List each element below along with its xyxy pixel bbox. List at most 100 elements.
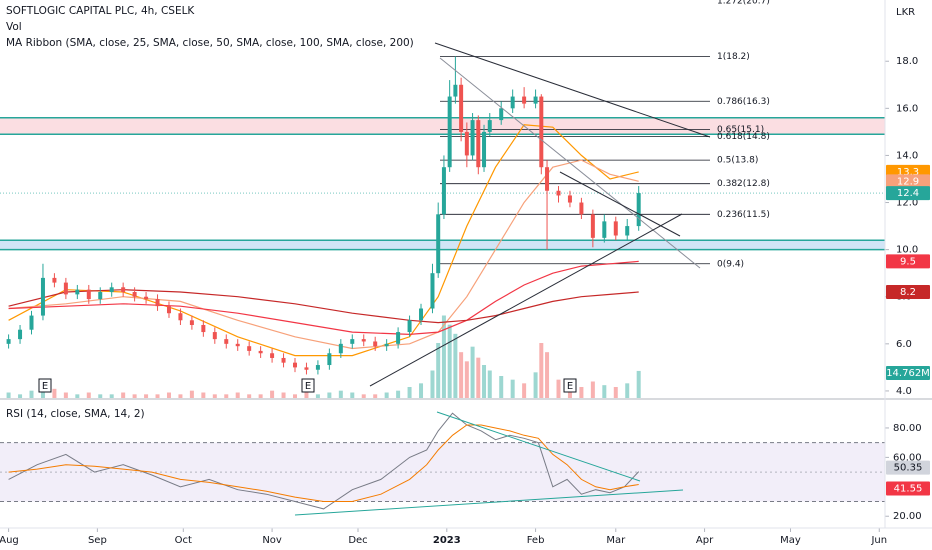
candle-body <box>499 108 504 121</box>
candle-body <box>98 292 103 300</box>
volume-bar <box>459 352 464 398</box>
candle-body <box>40 277 45 316</box>
volume-bar <box>132 394 137 398</box>
candle-body <box>29 315 34 330</box>
candle-body <box>270 353 275 358</box>
candle-body <box>373 341 378 347</box>
volume-bar <box>407 387 412 398</box>
x-tick-label: Nov <box>262 535 282 546</box>
earnings-marker[interactable] <box>38 378 52 393</box>
price-tag-label: 13.3 <box>897 167 919 178</box>
volume-bar <box>201 392 206 398</box>
volume-bar <box>212 394 217 398</box>
volume-bar <box>6 392 11 398</box>
candle-body <box>436 214 441 274</box>
candle-body <box>155 299 160 307</box>
earnings-marker[interactable] <box>301 378 315 393</box>
candle-body <box>447 96 452 168</box>
fib-label: 0.618(14.8) <box>717 132 770 142</box>
volume-bar <box>52 388 57 398</box>
candle-body <box>487 120 492 132</box>
x-tick-label: May <box>780 535 801 546</box>
fib-label: 0.382(12.8) <box>717 179 770 189</box>
y-tick-label: 6.0 <box>896 339 912 350</box>
candle-body <box>441 167 446 215</box>
volume-title: Vol <box>6 21 22 33</box>
price-tag-label: 8.2 <box>900 287 916 298</box>
price-tag <box>886 254 930 269</box>
candle-body <box>52 277 57 283</box>
candle-body <box>350 339 355 344</box>
candle-body <box>539 96 544 168</box>
volume-bar <box>510 379 515 398</box>
y-tick-label: 4.0 <box>896 386 912 397</box>
volume-bar <box>476 357 481 398</box>
fib-label: 0.236(11.5) <box>717 210 770 220</box>
candle-body <box>579 202 584 215</box>
candle-body <box>522 96 527 104</box>
x-tick-label: Sep <box>88 535 107 546</box>
candle-body <box>201 324 206 333</box>
fib-label: 1.272(20.7) <box>717 0 770 7</box>
volume-bar <box>293 394 297 398</box>
price-tag-label: 41.55 <box>894 484 923 495</box>
volume-bar <box>189 390 194 398</box>
fib-label: 0.65(15.1) <box>717 125 764 135</box>
y-tick-label: 10.0 <box>896 245 918 256</box>
volume-bar <box>75 394 80 398</box>
candle-body <box>453 84 458 97</box>
volume-bar <box>270 390 275 398</box>
y-tick-label: 20.00 <box>893 511 922 522</box>
trendline <box>559 171 681 237</box>
volume-bar <box>224 394 229 398</box>
candle-body <box>224 339 229 344</box>
trendline <box>369 213 683 387</box>
candle-body <box>464 131 469 156</box>
candle-body <box>315 365 320 370</box>
candle-body <box>590 214 595 238</box>
y-tick-label: 12.0 <box>896 198 918 209</box>
candle-body <box>636 193 641 227</box>
ma-line <box>8 289 639 324</box>
volume-bar <box>304 392 309 398</box>
x-tick-label: Aug <box>0 535 19 546</box>
candle-body <box>293 362 297 368</box>
candle-body <box>625 226 630 236</box>
candle-body <box>6 339 11 344</box>
ma-line <box>8 159 639 350</box>
candle-body <box>556 190 561 196</box>
trendline <box>439 57 701 269</box>
volume-bar <box>464 361 469 398</box>
candle-body <box>75 289 80 295</box>
y-tick-label: 18.0 <box>896 56 918 67</box>
price-tag-label: 9.5 <box>900 256 916 267</box>
candle-body <box>459 84 464 132</box>
y-tick-label: 80.00 <box>893 423 922 434</box>
fib-label: 1(18.2) <box>717 52 750 62</box>
volume-bar <box>373 394 378 398</box>
earnings-marker[interactable] <box>563 378 577 393</box>
volume-bar <box>556 379 561 398</box>
trendline <box>294 489 684 516</box>
volume-bar <box>419 383 424 398</box>
volume-bar <box>98 394 103 398</box>
volume-bar <box>155 394 160 398</box>
volume-bar <box>636 370 641 398</box>
candle-body <box>86 289 91 300</box>
candle-body <box>384 343 389 347</box>
x-tick-label: Jun <box>870 535 887 546</box>
volume-bar <box>121 392 126 398</box>
trendlines <box>294 42 711 516</box>
candle-body <box>109 287 114 293</box>
candle-body <box>476 120 481 168</box>
earnings-icon: E <box>567 381 573 392</box>
candle-body <box>235 343 240 347</box>
volume-bar <box>315 394 320 398</box>
candle-body <box>166 306 171 314</box>
candle-body <box>545 167 550 191</box>
tags-layer: 13.312.9 9.5 8.2 12.4 14.762M 50.35 41.55 <box>886 164 930 496</box>
candle-body <box>121 287 126 293</box>
volume-bar <box>522 383 527 398</box>
x-tick-label: Dec <box>348 535 367 546</box>
candle-body <box>258 350 263 354</box>
